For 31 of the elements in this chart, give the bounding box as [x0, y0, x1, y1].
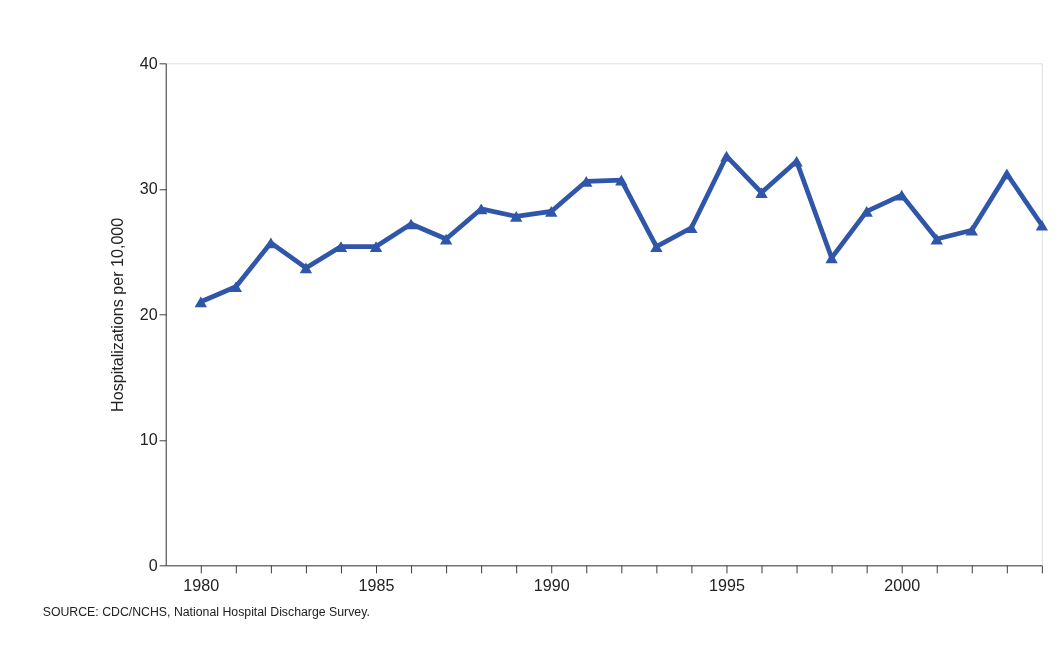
x-tick-label: 1980 — [183, 576, 220, 595]
point — [510, 211, 523, 222]
point — [369, 241, 383, 252]
point — [545, 206, 558, 217]
point — [299, 262, 313, 274]
point — [1035, 219, 1049, 231]
point — [965, 224, 978, 236]
point — [194, 296, 207, 308]
point — [650, 241, 663, 252]
point — [334, 241, 348, 252]
point — [860, 206, 873, 217]
x-tick-label: 1985 — [358, 576, 395, 595]
y-tick-label: 0 — [148, 555, 158, 574]
point — [895, 189, 908, 201]
y-tick-label: 10 — [139, 430, 158, 449]
point — [229, 281, 243, 293]
x-tick-label: 1990 — [533, 576, 570, 595]
point — [404, 218, 418, 230]
source-note: SOURCE: CDC/NCHS, National Hospital Discharge Survey. — [42, 605, 370, 620]
y-tick-label: 20 — [139, 304, 158, 323]
point — [1000, 168, 1014, 180]
y-axis-title: Hospitalizations per 10,000 — [107, 217, 126, 412]
x-tick-label: 1995 — [709, 576, 745, 595]
point — [615, 174, 628, 186]
y-tick-label: 30 — [139, 179, 158, 198]
point — [439, 233, 453, 245]
y-tick-label: 40 — [139, 53, 158, 72]
x-tick-label: 2000 — [884, 576, 921, 595]
point — [755, 187, 768, 198]
point — [685, 222, 698, 234]
point — [930, 233, 943, 245]
